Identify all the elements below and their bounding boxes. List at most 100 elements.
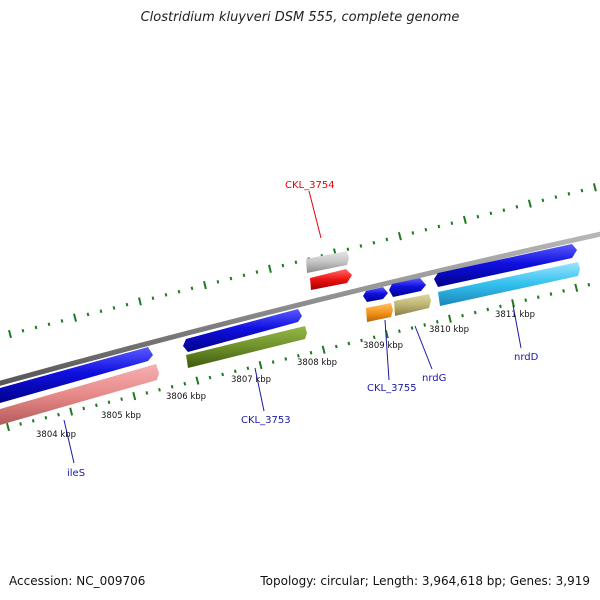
- upper-scale-minor-tick: [190, 286, 194, 291]
- accession-label: Accession: NC_009706: [9, 574, 146, 588]
- lower-scale-minor-tick: [158, 388, 161, 392]
- lower-scale-minor-tick: [410, 326, 414, 330]
- upper-scale-minor-tick: [450, 221, 454, 225]
- upper-scale-major-tick: [397, 232, 402, 241]
- lower-scale-minor-tick: [562, 289, 565, 293]
- lower-scale-minor-tick: [435, 320, 439, 324]
- gene-label-iles[interactable]: ileS: [67, 468, 85, 479]
- leader-ckl3753: [254, 367, 265, 412]
- upper-scale-minor-tick: [346, 247, 350, 252]
- lower-scale-minor-tick: [208, 375, 212, 380]
- scale-label-3804: 3804 kbp: [36, 430, 76, 440]
- gene-nrdG-feature[interactable]: [394, 294, 431, 316]
- lower-scale-minor-tick: [271, 360, 275, 364]
- lower-scale-minor-tick: [82, 406, 86, 411]
- gene-nrdD-feature[interactable]: [438, 262, 580, 306]
- upper-scale-minor-tick: [60, 319, 64, 323]
- scale-label-3805: 3805 kbp: [101, 411, 141, 421]
- upper-scale-minor-tick: [86, 312, 90, 317]
- upper-scale-minor-tick: [34, 325, 38, 330]
- upper-scale-major-tick: [462, 215, 467, 225]
- lower-scale-minor-tick: [221, 372, 224, 377]
- upper-scale-minor-tick: [502, 208, 506, 212]
- gene-label-nrdd[interactable]: nrdD: [514, 352, 539, 363]
- leader-ckl3754: [308, 190, 322, 239]
- gene-label-ckl3754[interactable]: CKL_3754: [285, 180, 335, 191]
- lower-scale-major-tick: [321, 345, 326, 354]
- lower-scale-minor-tick: [233, 369, 237, 374]
- lower-scale-minor-tick: [360, 338, 363, 343]
- upper-scale-minor-tick: [281, 263, 285, 268]
- gene-nrdD-upper-feature[interactable]: [434, 244, 577, 287]
- upper-scale-minor-tick: [47, 322, 51, 327]
- gene-ileS-feature[interactable]: [0, 347, 153, 403]
- lower-scale-minor-tick: [398, 329, 401, 333]
- upper-scale-major-tick: [527, 199, 532, 208]
- lower-scale-major-tick: [132, 391, 137, 401]
- lower-scale-major-tick: [195, 376, 200, 385]
- lower-scale-minor-tick: [19, 422, 22, 426]
- gene-3754-gray-feature[interactable]: [306, 251, 349, 273]
- upper-scale-minor-tick: [151, 296, 155, 300]
- upper-scale-minor-tick: [476, 214, 480, 219]
- scale-ticks-lower: [6, 282, 591, 432]
- lower-scale-minor-tick: [107, 400, 111, 405]
- scale-label-3810: 3810 kbp: [429, 325, 469, 335]
- lower-scale-minor-tick: [95, 403, 98, 408]
- lower-scale-minor-tick: [334, 344, 338, 349]
- gene-ckl3753-feature[interactable]: [186, 326, 307, 368]
- lower-scale-minor-tick: [44, 415, 48, 420]
- gene-nrdG-upper-feature[interactable]: [389, 278, 426, 297]
- lower-scale-major-tick: [448, 314, 452, 323]
- gene-3755-upper-feature[interactable]: [363, 287, 388, 302]
- gene-ckl3755-feature[interactable]: [366, 303, 393, 322]
- upper-scale-minor-tick: [164, 293, 168, 297]
- gene-3753-upper-feature[interactable]: [183, 309, 302, 352]
- upper-scale-major-tick: [73, 313, 77, 322]
- lower-scale-minor-tick: [170, 384, 174, 389]
- upper-scale-minor-tick: [294, 260, 298, 265]
- lower-scale-minor-tick: [461, 313, 464, 318]
- gene-label-ckl3755[interactable]: CKL_3755: [367, 383, 417, 394]
- lower-scale-minor-tick: [499, 304, 502, 309]
- map-title: Clostridium kluyveri DSM 555, complete g…: [140, 10, 460, 25]
- lower-scale-minor-tick: [372, 335, 376, 340]
- upper-scale-minor-tick: [424, 227, 428, 232]
- lower-scale-major-tick: [258, 361, 263, 370]
- lower-scale-minor-tick: [524, 298, 528, 303]
- gene-ileS-pink-feature[interactable]: [0, 364, 159, 425]
- leader-nrdg: [414, 325, 433, 370]
- lower-scale-minor-tick: [31, 419, 35, 423]
- leader-ckl3755: [384, 319, 390, 381]
- upper-scale-minor-tick: [411, 231, 415, 235]
- upper-scale-minor-tick: [21, 328, 25, 333]
- upper-scale-minor-tick: [554, 195, 558, 199]
- scale-ticks-upper: [8, 183, 597, 339]
- gene-ckl3754-feature[interactable]: [310, 269, 352, 290]
- upper-scale-minor-tick: [125, 302, 129, 307]
- lower-scale-minor-tick: [347, 341, 351, 346]
- lower-scale-minor-tick: [284, 357, 288, 361]
- upper-scale-minor-tick: [385, 237, 389, 242]
- upper-scale-minor-tick: [437, 224, 441, 229]
- gene-label-ckl3753[interactable]: CKL_3753: [241, 415, 291, 426]
- scale-label-3807: 3807 kbp: [231, 375, 271, 385]
- lower-scale-minor-tick: [246, 366, 250, 371]
- upper-scale-minor-tick: [229, 276, 233, 281]
- upper-scale-minor-tick: [515, 205, 519, 209]
- gene-label-nrdg[interactable]: nrdG: [422, 373, 446, 384]
- lower-scale-major-tick: [69, 407, 74, 416]
- lower-scale-minor-tick: [587, 282, 591, 287]
- upper-scale-major-tick: [268, 264, 272, 273]
- leader-nrdd: [512, 304, 522, 349]
- upper-scale-minor-tick: [567, 192, 571, 196]
- scale-label-3806: 3806 kbp: [166, 392, 206, 402]
- upper-scale-minor-tick: [489, 211, 493, 216]
- lower-scale-minor-tick: [120, 397, 123, 401]
- leader-iles: [63, 419, 75, 464]
- upper-scale-minor-tick: [99, 309, 103, 313]
- lower-scale-minor-tick: [183, 381, 187, 386]
- upper-scale-minor-tick: [359, 244, 363, 248]
- scale-label-3809: 3809 kbp: [363, 341, 403, 351]
